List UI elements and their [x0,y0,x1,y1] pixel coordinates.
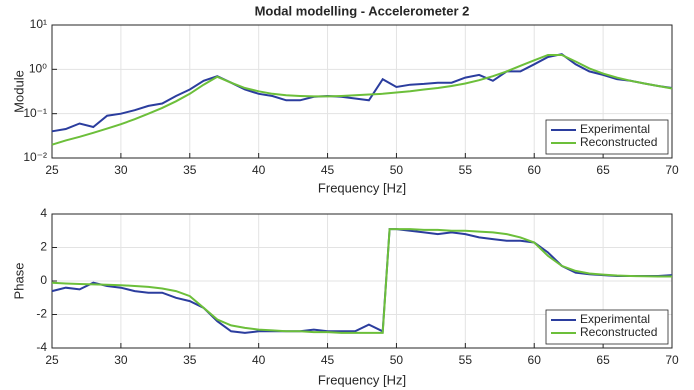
x-tick-label: 65 [596,163,610,177]
y-axis-label: Phase [11,263,26,300]
legend-box [545,119,669,155]
x-tick-label: 35 [183,353,197,367]
x-tick-label: 65 [596,353,610,367]
legend-label: Experimental [580,312,650,326]
axes-box [51,213,673,349]
x-tick-label: 30 [114,353,128,367]
axes-box [51,24,673,159]
x-tick-label: 40 [252,353,266,367]
x-tick-label: 25 [45,353,59,367]
x-tick-label: 60 [528,163,542,177]
x-tick-label: 55 [459,163,473,177]
y-tick-label: 10⁻¹ [23,106,47,120]
y-tick-label: -2 [36,307,47,321]
x-tick-label: 55 [459,353,473,367]
chart-title: Modal modelling - Accelerometer 2 [255,3,470,18]
x-axis-label: Frequency [Hz] [318,180,406,195]
y-tick-label: 4 [40,206,47,220]
legend-label: Reconstructed [580,135,657,149]
legend-label: Reconstructed [580,325,657,339]
y-tick-label: 10⁰ [29,62,47,76]
x-tick-label: 60 [528,353,542,367]
x-tick-label: 25 [45,163,59,177]
series-line [51,228,672,334]
x-tick-label: 30 [114,163,128,177]
x-tick-label: 45 [321,353,335,367]
y-axis-label: Module [11,70,26,113]
x-tick-label: 70 [665,353,679,367]
x-tick-label: 35 [183,163,197,177]
x-tick-label: 70 [665,163,679,177]
series-line [51,54,673,146]
x-tick-label: 50 [390,163,404,177]
y-tick-label: 0 [40,273,47,287]
x-tick-label: 45 [321,163,335,177]
y-tick-label: 10⁻² [23,150,47,164]
x-tick-label: 40 [252,163,266,177]
y-tick-label: 2 [40,240,47,254]
legend-label: Experimental [580,122,650,136]
y-tick-label: -4 [36,340,47,354]
y-tick-label: 10¹ [30,17,47,31]
legend-box [545,309,669,345]
x-tick-label: 50 [390,353,404,367]
x-axis-label: Frequency [Hz] [318,372,406,387]
